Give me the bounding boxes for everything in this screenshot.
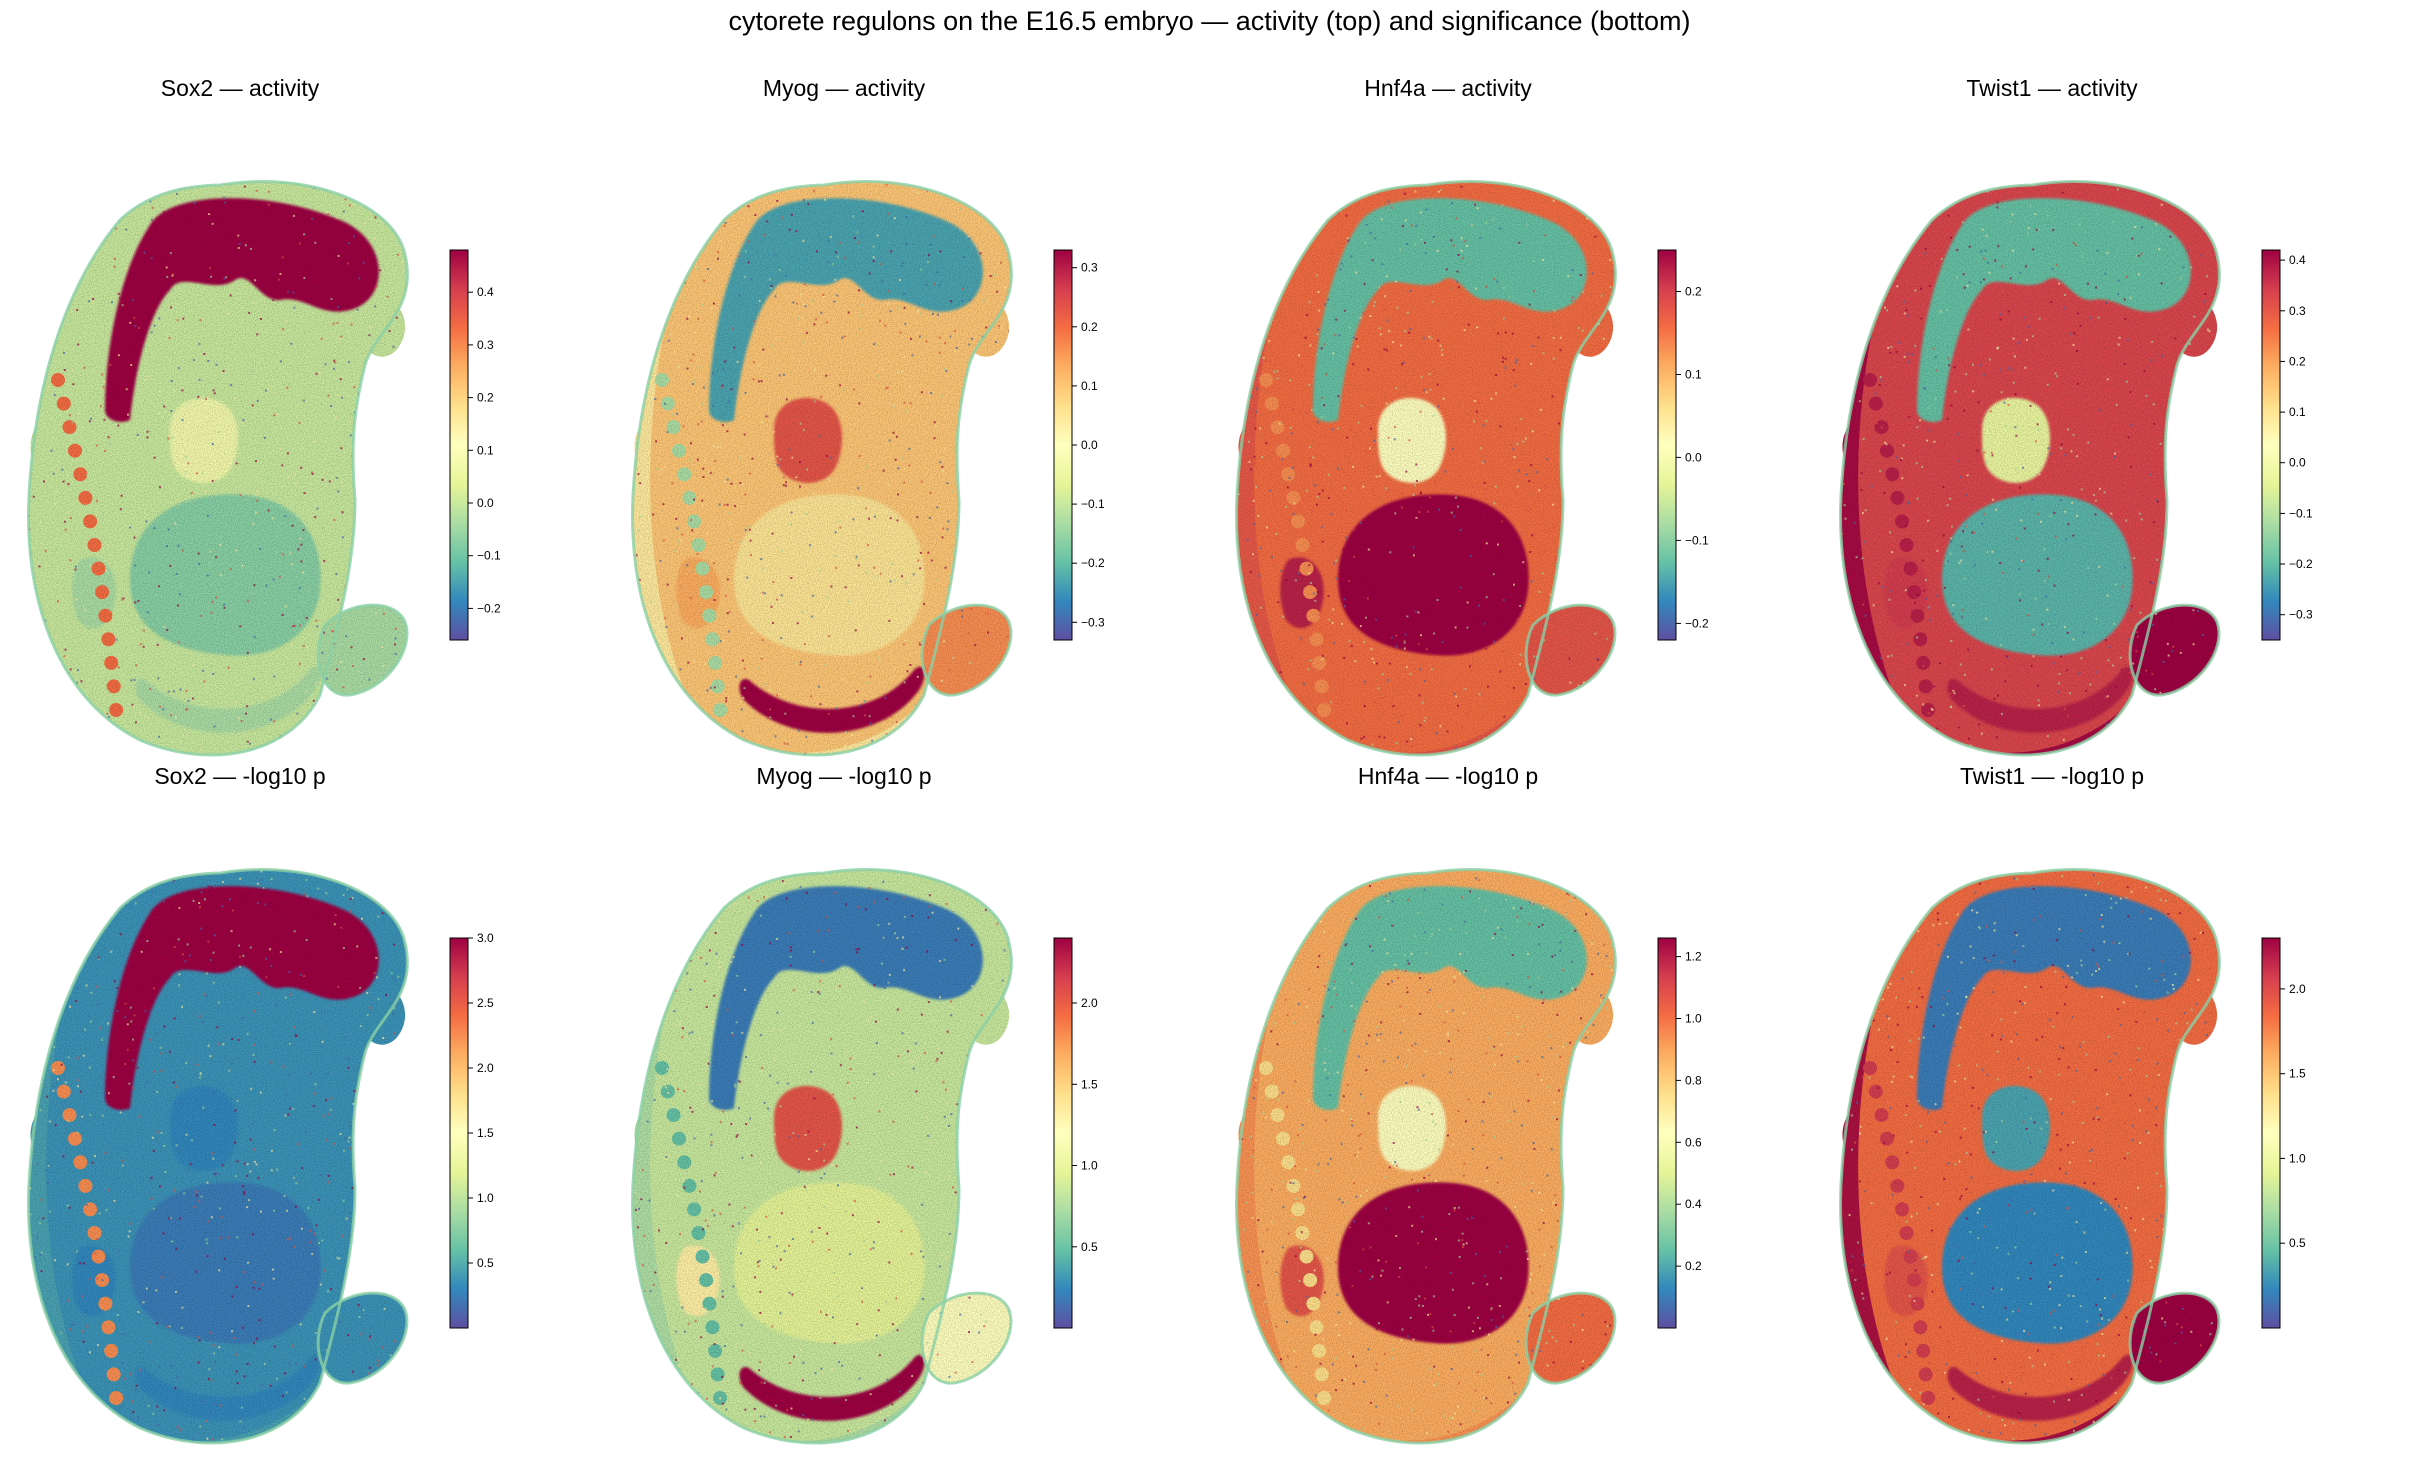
colorbar-tick-label: 0.5 (477, 1256, 494, 1270)
colorbar: 0.5 1.0 1.5 2.0 2.5 3.0 (450, 931, 494, 1328)
colorbar-tick-label: 0.2 (1685, 1259, 1702, 1273)
plot-area: −0.2 −0.1 0.0 0.1 0.2 0.3 0.4 (20, 80, 624, 770)
colorbar-tick-label: 0.2 (477, 391, 494, 405)
colorbar-tick-label: −0.3 (1081, 615, 1105, 629)
spot-texture (1228, 130, 1648, 770)
colorbar-tick-label: 0.0 (477, 496, 494, 510)
spot-texture (1228, 818, 1648, 1458)
colorbar-gradient (450, 938, 468, 1328)
colorbar-tick-label: 0.5 (1081, 1240, 1098, 1254)
colorbar-tick-label: −0.1 (1081, 497, 1105, 511)
spot-texture (624, 818, 1044, 1458)
spot-texture (1832, 130, 2252, 770)
spot-texture (624, 130, 1044, 770)
plot-area: 0.2 0.4 0.6 0.8 1.0 1.2 (1228, 768, 1832, 1458)
colorbar-gradient (1658, 250, 1676, 640)
colorbar-tick-label: 1.5 (2289, 1067, 2306, 1081)
colorbar: 0.5 1.0 1.5 2.0 (2262, 938, 2306, 1328)
colorbar-tick-label: 0.4 (1685, 1197, 1702, 1211)
colorbar-tick-label: −0.2 (2289, 557, 2313, 571)
colorbar-gradient (450, 250, 468, 640)
colorbar-tick-label: 1.0 (1685, 1012, 1702, 1026)
colorbar-tick-label: 0.8 (1685, 1073, 1702, 1087)
colorbar-tick-label: 0.3 (2289, 304, 2306, 318)
colorbar-tick-label: 2.0 (1081, 996, 1098, 1010)
embryo-scatter (624, 818, 1044, 1458)
embryo-scatter (1832, 818, 2252, 1458)
colorbar-gradient (2262, 250, 2280, 640)
colorbar-tick-label: 1.0 (2289, 1151, 2306, 1165)
plot-area: 0.5 1.0 1.5 2.0 (624, 768, 1228, 1458)
plot-area: −0.3 −0.2 −0.1 0.0 0.1 0.2 0.3 0.4 (1832, 80, 2419, 770)
colorbar-tick-label: 1.5 (477, 1126, 494, 1140)
colorbar-tick-label: 0.1 (1081, 379, 1098, 393)
colorbar-tick-label: 0.1 (477, 443, 494, 457)
colorbar-tick-label: 2.5 (477, 996, 494, 1010)
colorbar-tick-label: −0.2 (1081, 556, 1105, 570)
colorbar-tick-label: 0.6 (1685, 1135, 1702, 1149)
colorbar-tick-label: 0.0 (1685, 450, 1702, 464)
colorbar-tick-label: −0.1 (1685, 533, 1709, 547)
colorbar: −0.3 −0.2 −0.1 0.0 0.1 0.2 0.3 (1054, 250, 1105, 640)
embryo-scatter (20, 130, 440, 770)
colorbar-tick-label: 0.1 (2289, 405, 2306, 419)
colorbar-tick-label: 1.0 (1081, 1159, 1098, 1173)
colorbar-tick-label: 0.5 (2289, 1236, 2306, 1250)
embryo-scatter (1228, 818, 1648, 1458)
colorbar-tick-label: 0.2 (1081, 320, 1098, 334)
figure-title: cytorete regulons on the E16.5 embryo — … (0, 6, 2419, 37)
colorbar-tick-label: 1.0 (477, 1191, 494, 1205)
colorbar-tick-label: −0.1 (477, 549, 501, 563)
colorbar-tick-label: 2.0 (477, 1061, 494, 1075)
colorbar-tick-label: 0.4 (2289, 253, 2306, 267)
spot-texture (20, 818, 440, 1458)
colorbar: −0.2 −0.1 0.0 0.1 0.2 (1658, 250, 1709, 640)
plot-area: −0.2 −0.1 0.0 0.1 0.2 (1228, 80, 1832, 770)
colorbar-tick-label: 0.0 (1081, 438, 1098, 452)
colorbar-tick-label: 0.1 (1685, 368, 1702, 382)
colorbar: 0.2 0.4 0.6 0.8 1.0 1.2 (1658, 938, 1702, 1328)
colorbar: 0.5 1.0 1.5 2.0 (1054, 938, 1098, 1328)
colorbar-tick-label: −0.2 (477, 601, 501, 615)
plot-area: −0.3 −0.2 −0.1 0.0 0.1 0.2 0.3 (624, 80, 1228, 770)
colorbar-gradient (1658, 938, 1676, 1328)
embryo-scatter (20, 818, 440, 1458)
colorbar-tick-label: 1.2 (1685, 950, 1702, 964)
colorbar-tick-label: 2.0 (2289, 982, 2306, 996)
embryo-scatter (624, 130, 1044, 770)
colorbar-tick-label: 1.5 (1081, 1077, 1098, 1091)
embryo-scatter (1832, 130, 2252, 770)
colorbar: −0.2 −0.1 0.0 0.1 0.2 0.3 0.4 (450, 250, 501, 640)
colorbar-tick-label: −0.2 (1685, 616, 1709, 630)
colorbar-tick-label: 3.0 (477, 931, 494, 945)
colorbar-tick-label: 0.3 (1081, 261, 1098, 275)
colorbar-gradient (1054, 938, 1072, 1328)
embryo-scatter (1228, 130, 1648, 770)
plot-area: 0.5 1.0 1.5 2.0 (1832, 768, 2419, 1458)
colorbar-tick-label: 0.3 (477, 338, 494, 352)
colorbar-tick-label: 0.0 (2289, 456, 2306, 470)
spot-texture (20, 130, 440, 770)
colorbar-tick-label: −0.3 (2289, 608, 2313, 622)
colorbar-gradient (1054, 250, 1072, 640)
colorbar-tick-label: 0.2 (1685, 285, 1702, 299)
colorbar-tick-label: 0.2 (2289, 354, 2306, 368)
plot-area: 0.5 1.0 1.5 2.0 2.5 3.0 (20, 768, 624, 1458)
colorbar-tick-label: 0.4 (477, 285, 494, 299)
spot-texture (1832, 818, 2252, 1458)
colorbar-gradient (2262, 938, 2280, 1328)
colorbar: −0.3 −0.2 −0.1 0.0 0.1 0.2 0.3 0.4 (2262, 250, 2313, 640)
colorbar-tick-label: −0.1 (2289, 506, 2313, 520)
